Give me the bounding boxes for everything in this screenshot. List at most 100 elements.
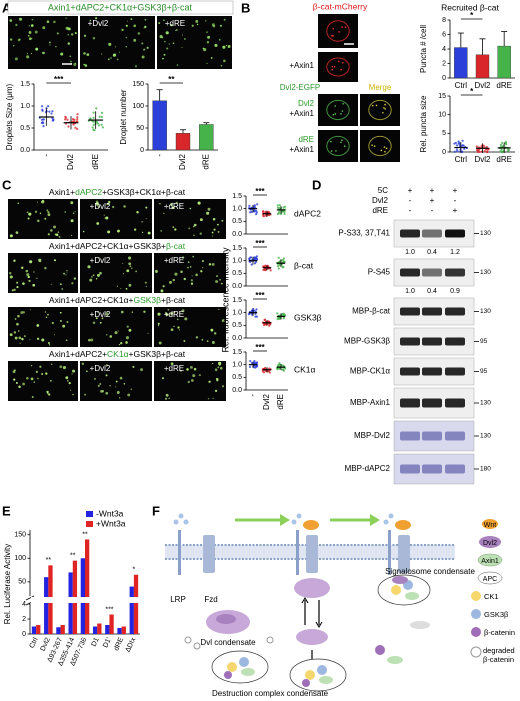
- quantification: 1.2: [450, 249, 460, 256]
- quantification: 1.0: [405, 288, 415, 295]
- puncta: [338, 60, 340, 63]
- dot: [51, 119, 54, 122]
- cell: [368, 135, 392, 157]
- puncta: [26, 377, 29, 380]
- complex: [184, 576, 430, 687]
- y-tick-label: 0.0: [232, 231, 242, 238]
- dot: [255, 308, 258, 311]
- puncta: [99, 271, 102, 275]
- dot: [76, 116, 79, 119]
- puncta: [206, 40, 210, 44]
- dot: [262, 210, 265, 213]
- legend-label: APC: [483, 576, 497, 583]
- quantification: 0.4: [427, 249, 437, 256]
- puncta: [123, 382, 126, 385]
- puncta: [21, 337, 24, 341]
- panel-label: F: [152, 503, 160, 518]
- puncta: [29, 309, 31, 311]
- puncta: [17, 330, 20, 332]
- dot: [42, 125, 45, 128]
- puncta: [206, 62, 208, 65]
- puncta: [47, 313, 49, 316]
- puncta: [207, 35, 210, 39]
- puncta: [202, 267, 204, 269]
- puncta: [26, 211, 29, 214]
- puncta: [165, 31, 169, 35]
- y-tick-label: 2: [442, 60, 446, 67]
- puncta: [157, 322, 160, 325]
- puncta: [28, 212, 32, 216]
- puncta: [91, 275, 93, 278]
- dot: [250, 263, 253, 266]
- puncta: [56, 32, 59, 35]
- bar: [44, 577, 49, 634]
- puncta: [141, 220, 143, 223]
- y-tick-label: 1.0: [232, 310, 242, 317]
- puncta: [211, 231, 214, 234]
- puncta: [373, 145, 376, 147]
- puncta: [30, 24, 34, 27]
- puncta: [84, 393, 87, 396]
- label: Signalosome condensate: [385, 567, 475, 576]
- puncta: [211, 341, 215, 344]
- puncta: [186, 368, 189, 371]
- x-tick-label: Dvl2: [474, 155, 491, 164]
- puncta: [29, 260, 33, 264]
- wnt-balls: [173, 513, 394, 525]
- title-part: Axin1+dAPC2+CK1α+: [49, 295, 134, 305]
- y-tick-label: 1.0: [20, 103, 30, 110]
- dot: [254, 366, 257, 369]
- destruction-condensate: [211, 650, 269, 684]
- y-tick-label: 1.0: [232, 258, 242, 265]
- blot-label: P-S33, 37,T41: [338, 229, 390, 238]
- x-tick-label: Dvl2: [40, 637, 52, 653]
- x-tick-label: Ctrl: [455, 155, 468, 164]
- puncta: [375, 104, 378, 107]
- puncta: [106, 334, 108, 336]
- band: [422, 367, 442, 376]
- puncta: [162, 57, 164, 60]
- y-axis-label: Rel. puncta size: [419, 95, 428, 152]
- puncta: [61, 52, 63, 55]
- puncta: [192, 225, 195, 228]
- puncta: [371, 144, 373, 146]
- puncta: [115, 386, 117, 388]
- puncta: [170, 312, 174, 315]
- puncta: [208, 380, 211, 383]
- puncta: [71, 282, 74, 285]
- dot: [41, 108, 44, 111]
- title-part: CK1α: [107, 349, 129, 359]
- puncta: [218, 361, 222, 365]
- dot: [484, 148, 487, 151]
- x-tick-label: Dvl2: [178, 153, 187, 170]
- mw-label: 95: [480, 368, 488, 375]
- dot: [276, 204, 279, 207]
- puncta: [122, 262, 124, 264]
- dot: [264, 213, 268, 217]
- puncta: [144, 281, 147, 284]
- band: [400, 268, 420, 277]
- puncta: [215, 377, 219, 381]
- puncta: [42, 26, 46, 30]
- puncta: [9, 234, 13, 238]
- destruction-condensate: [289, 658, 347, 692]
- puncta: [99, 321, 102, 324]
- series-label: GSK3β: [294, 312, 322, 322]
- puncta: [342, 102, 344, 105]
- puncta: [44, 217, 47, 220]
- puncta: [218, 308, 220, 311]
- puncta: [30, 52, 33, 55]
- puncta: [331, 65, 334, 68]
- dot: [483, 150, 486, 153]
- puncta: [71, 373, 73, 375]
- puncta: [189, 266, 192, 268]
- puncta: [59, 283, 62, 286]
- puncta: [334, 113, 337, 115]
- puncta: [208, 263, 212, 266]
- puncta: [36, 324, 40, 327]
- puncta: [169, 203, 173, 206]
- puncta: [68, 27, 71, 31]
- puncta: [59, 311, 62, 314]
- panel-label: E: [2, 503, 11, 518]
- puncta: [154, 269, 158, 274]
